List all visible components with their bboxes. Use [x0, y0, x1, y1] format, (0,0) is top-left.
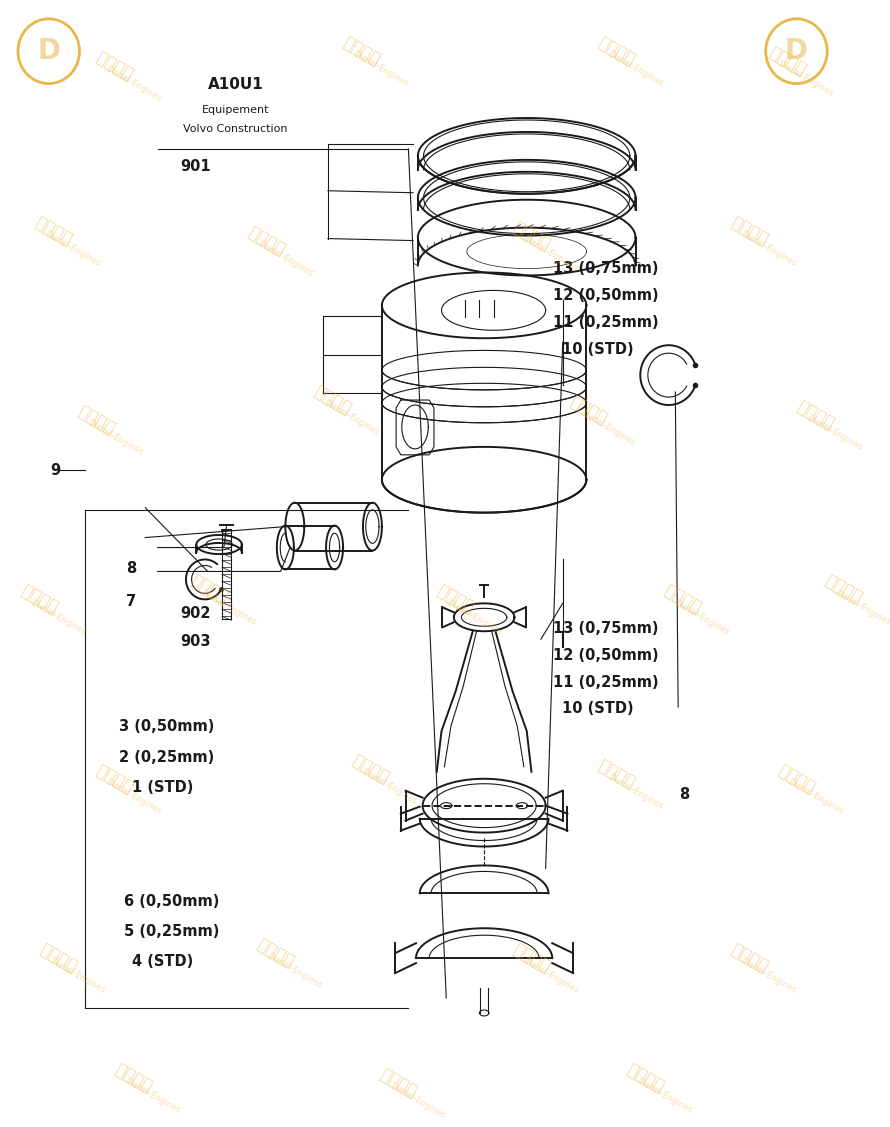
Text: 7: 7 — [126, 594, 136, 609]
Text: Diesel-Engines: Diesel-Engines — [635, 1076, 693, 1116]
Text: 聚发动力: 聚发动力 — [661, 582, 705, 618]
Text: Diesel-Engines: Diesel-Engines — [786, 778, 845, 816]
Text: D: D — [37, 37, 61, 65]
Text: 聚发动力: 聚发动力 — [727, 940, 771, 976]
Text: Diesel-Engines: Diesel-Engines — [199, 588, 258, 627]
Text: Equipement: Equipement — [202, 105, 270, 115]
Text: Diesel-Engines: Diesel-Engines — [777, 60, 835, 99]
Text: 聚发动力: 聚发动力 — [339, 34, 383, 69]
Text: Diesel-Engines: Diesel-Engines — [256, 239, 315, 278]
Text: A10U1: A10U1 — [207, 77, 263, 92]
Text: Diesel-Engines: Diesel-Engines — [389, 1081, 447, 1120]
Text: 聚发动力: 聚发动力 — [18, 582, 61, 618]
Text: Diesel-Engines: Diesel-Engines — [578, 408, 636, 447]
Text: 聚发动力: 聚发动力 — [74, 402, 117, 437]
Text: 聚发动力: 聚发动力 — [510, 218, 554, 254]
Text: 聚发动力: 聚发动力 — [112, 1059, 156, 1095]
Text: 聚发动力: 聚发动力 — [510, 940, 554, 976]
Text: 聚发动力: 聚发动力 — [36, 940, 80, 976]
Text: Diesel-Engines: Diesel-Engines — [445, 597, 504, 637]
Text: Diesel-Engines: Diesel-Engines — [521, 957, 579, 995]
Text: 12 (0,50mm): 12 (0,50mm) — [554, 648, 659, 663]
Text: D: D — [785, 37, 808, 65]
Text: 聚发动力: 聚发动力 — [93, 761, 137, 797]
Text: Diesel-Engines: Diesel-Engines — [322, 399, 381, 437]
Text: 13 (0,75mm): 13 (0,75mm) — [554, 621, 659, 636]
Text: 聚发动力: 聚发动力 — [32, 213, 76, 248]
Text: 聚发动力: 聚发动力 — [349, 751, 392, 787]
Text: 聚发动力: 聚发动力 — [434, 582, 478, 618]
Text: Diesel-Engines: Diesel-Engines — [105, 64, 163, 104]
Text: 聚发动力: 聚发动力 — [727, 213, 771, 248]
Text: 8: 8 — [680, 787, 690, 801]
Text: Diesel-Engines: Diesel-Engines — [606, 772, 665, 811]
Text: 聚发动力: 聚发动力 — [794, 397, 837, 433]
Text: 聚发动力: 聚发动力 — [774, 761, 818, 797]
Text: 聚发动力: 聚发动力 — [595, 34, 638, 69]
Text: 12 (0,50mm): 12 (0,50mm) — [554, 289, 659, 303]
Text: Diesel-Engines: Diesel-Engines — [739, 957, 797, 995]
Text: 聚发动力: 聚发动力 — [595, 756, 638, 791]
Text: 聚发动力: 聚发动力 — [822, 571, 866, 607]
Text: 3 (0,50mm): 3 (0,50mm) — [119, 719, 214, 735]
Text: 聚发动力: 聚发动力 — [377, 1065, 421, 1100]
Text: 聚发动力: 聚发动力 — [254, 935, 297, 971]
Text: Diesel-Engines: Diesel-Engines — [48, 957, 107, 995]
Text: 10 (STD): 10 (STD) — [562, 343, 633, 357]
Text: 10 (STD): 10 (STD) — [562, 701, 633, 717]
Text: Diesel-Engines: Diesel-Engines — [673, 597, 731, 637]
Text: Volvo Construction: Volvo Construction — [183, 124, 287, 134]
Text: Diesel-Engines: Diesel-Engines — [521, 234, 579, 273]
Text: Diesel-Engines: Diesel-Engines — [85, 418, 144, 458]
Text: 13 (0,75mm): 13 (0,75mm) — [554, 261, 659, 276]
Text: 聚发动力: 聚发动力 — [566, 392, 610, 428]
Text: 902: 902 — [180, 606, 210, 621]
Text: 聚发动力: 聚发动力 — [623, 1059, 667, 1095]
Text: Diesel-Engines: Diesel-Engines — [265, 951, 324, 991]
Text: Diesel-Engines: Diesel-Engines — [43, 229, 101, 268]
Text: 聚发动力: 聚发动力 — [93, 48, 137, 85]
Text: 聚发动力: 聚发动力 — [765, 44, 809, 79]
Text: 2 (0,25mm): 2 (0,25mm) — [119, 749, 214, 765]
Text: Diesel-Engines: Diesel-Engines — [360, 767, 419, 806]
Text: Diesel-Engines: Diesel-Engines — [351, 50, 409, 89]
Text: Diesel-Engines: Diesel-Engines — [739, 229, 797, 268]
Text: Diesel-Engines: Diesel-Engines — [606, 50, 665, 89]
Text: 9: 9 — [50, 463, 61, 478]
Text: 聚发动力: 聚发动力 — [188, 571, 231, 607]
Text: 4 (STD): 4 (STD) — [132, 955, 193, 969]
Text: 11 (0,25mm): 11 (0,25mm) — [554, 316, 659, 330]
Text: Diesel-Engines: Diesel-Engines — [105, 778, 163, 816]
Text: 8: 8 — [126, 561, 136, 576]
Text: 6 (0,50mm): 6 (0,50mm) — [124, 894, 219, 908]
Text: 1 (STD): 1 (STD) — [132, 780, 193, 796]
Text: Diesel-Engines: Diesel-Engines — [28, 597, 87, 637]
Text: Diesel-Engines: Diesel-Engines — [833, 588, 890, 627]
Text: Diesel-Engines: Diesel-Engines — [124, 1076, 182, 1116]
Text: 11 (0,25mm): 11 (0,25mm) — [554, 675, 659, 690]
Text: Diesel-Engines: Diesel-Engines — [805, 414, 863, 452]
Text: 5 (0,25mm): 5 (0,25mm) — [124, 924, 219, 939]
Text: 901: 901 — [180, 159, 211, 174]
Text: 903: 903 — [180, 635, 210, 649]
Text: 聚发动力: 聚发动力 — [311, 382, 354, 418]
Text: 聚发动力: 聚发动力 — [245, 223, 288, 258]
